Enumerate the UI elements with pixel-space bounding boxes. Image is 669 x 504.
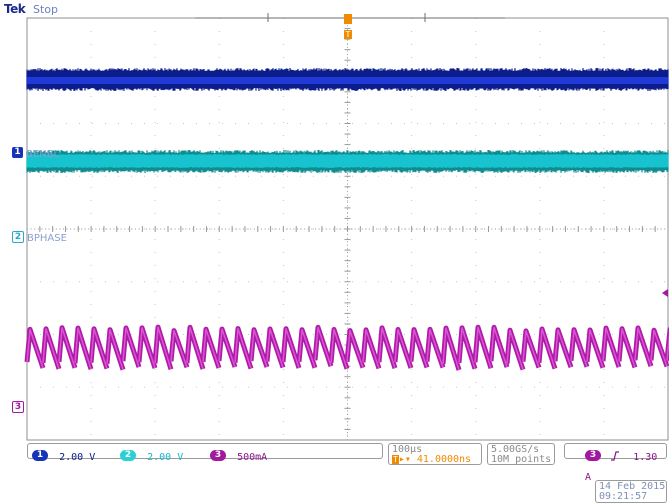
brand-logo: Tek [4, 2, 26, 16]
trigger-readout[interactable]: 3 1.30 A [564, 443, 667, 483]
ch1-scale-value: 2.00 V [59, 452, 96, 463]
delay-trigger-icon: T [392, 455, 399, 464]
ch2-scale-value: 2.00 V [147, 452, 184, 463]
sample-rate: 5.00GS/s [491, 444, 540, 455]
trigger-level: 1.30 A [585, 452, 658, 483]
channel1-marker-badge: 1 [12, 147, 23, 158]
channel1-label: BENBL [26, 149, 60, 160]
vertical-scale-readout[interactable]: 1 2.00 V 2 2.00 V 3 500mA [27, 443, 383, 463]
channel3-marker[interactable]: 3 [12, 396, 27, 415]
delay-value: ▸▾ 41.0000ns [398, 454, 472, 465]
timebase-readout[interactable]: 100µs T▸▾ 41.0000ns [388, 443, 482, 465]
trigger-source-badge: 3 [585, 450, 601, 461]
channel2-marker-badge: 2 [12, 230, 24, 243]
channel2-trace [26, 154, 669, 168]
acquisition-status: Stop [33, 3, 59, 16]
channel2-label: BPHASE [27, 233, 67, 244]
ch1-scale[interactable]: 1 2.00 V [32, 445, 95, 464]
channel2-marker[interactable]: 2 BPHASE [12, 226, 67, 245]
ch2-badge: 2 [120, 450, 136, 461]
channel3-trace-highlight [26, 326, 669, 371]
acquisition-readout[interactable]: 5.00GS/s 10M points [487, 443, 555, 465]
datetime-readout: 14 Feb 2015 09:21:57 [595, 480, 667, 503]
waveforms [24, 68, 669, 371]
trigger-level-marker[interactable] [662, 289, 668, 297]
channel3-marker-badge: 3 [12, 400, 24, 413]
ch3-scale-value: 500mA [237, 452, 268, 463]
trigger-position-marker[interactable]: T [344, 14, 352, 39]
timebase-scale: 100µs [392, 444, 423, 455]
timebase-delay: T▸▾ 41.0000ns [392, 455, 471, 465]
ch2-scale[interactable]: 2 2.00 V [120, 445, 183, 464]
rising-edge-icon [610, 446, 620, 465]
date: 14 Feb 2015 [599, 481, 666, 492]
time: 09:21:57 [599, 491, 648, 502]
channel1-trace-core [26, 77, 669, 84]
record-length: 10M points [491, 454, 552, 465]
ch3-scale[interactable]: 3 500mA [210, 445, 267, 464]
trigger-marker-label: T [345, 30, 351, 39]
ch3-badge: 3 [210, 450, 226, 461]
channel1-marker[interactable]: 1 BENBL [12, 142, 59, 161]
ch1-badge: 1 [32, 450, 48, 461]
